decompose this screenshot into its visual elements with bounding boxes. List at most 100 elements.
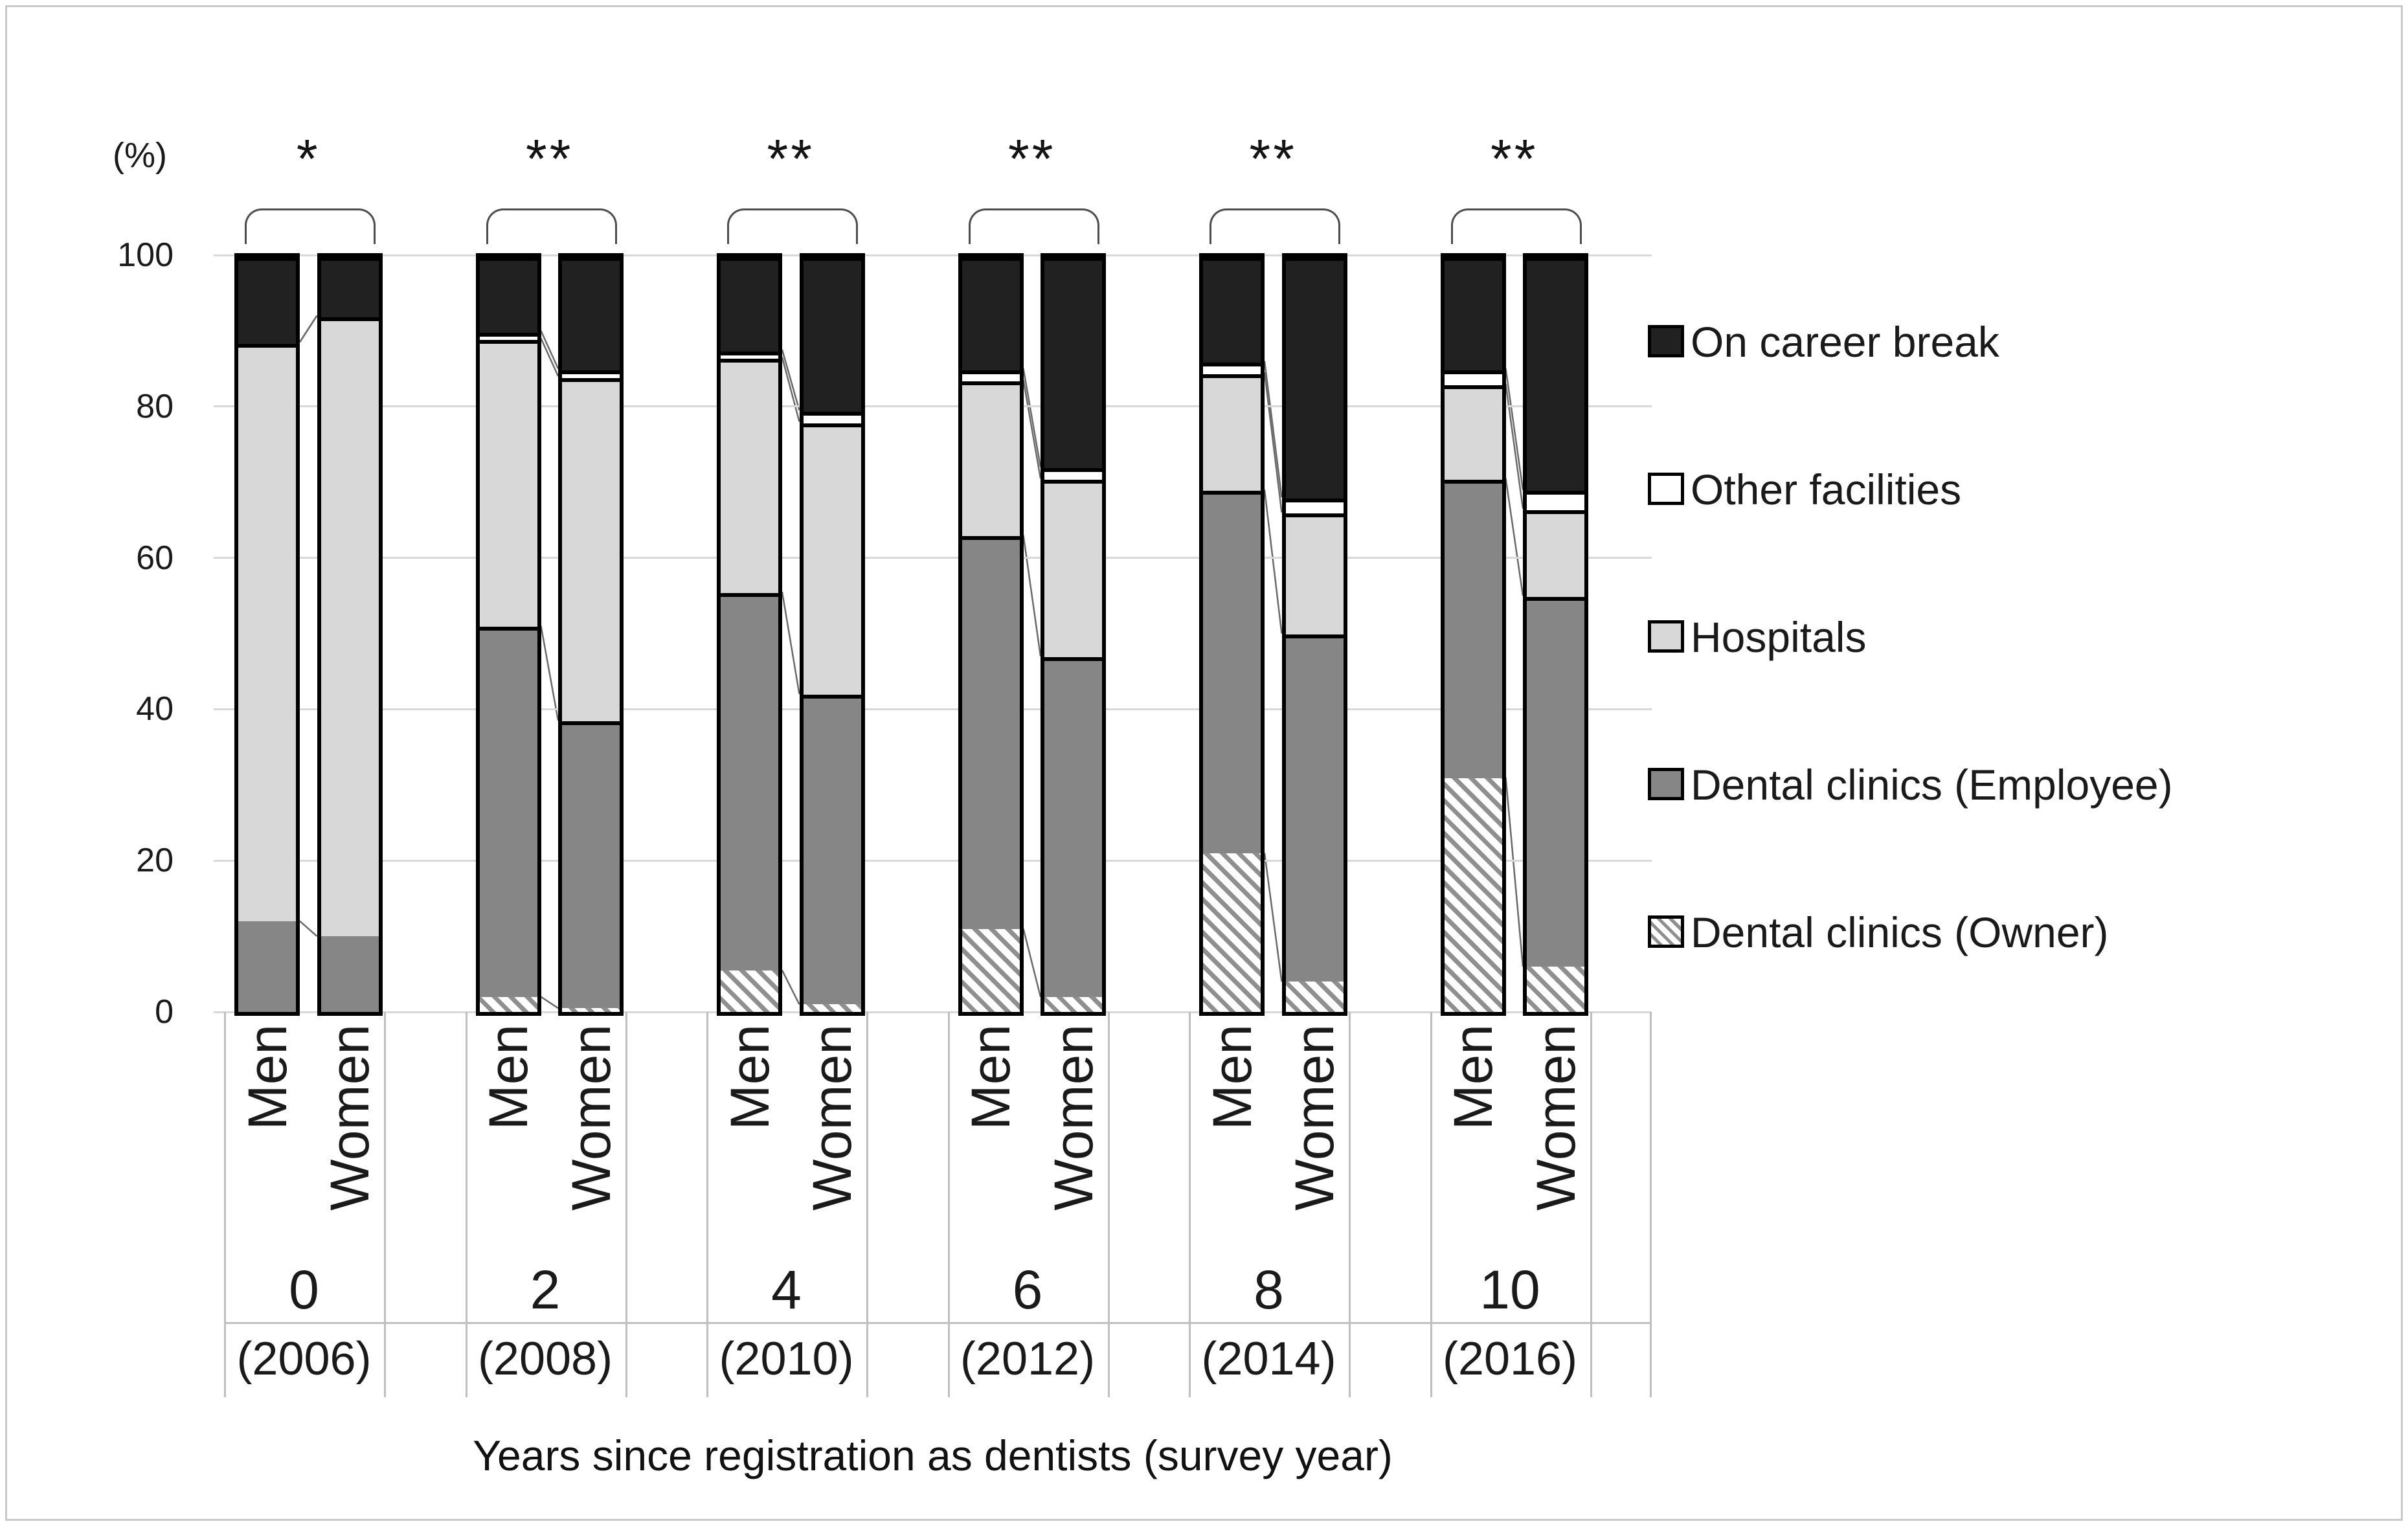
significance-marker: ** (1249, 128, 1297, 189)
series-connector-line (540, 330, 559, 369)
segment-employee-6yr-men (962, 536, 1020, 929)
bar-8yr-men (1199, 253, 1265, 1016)
series-connector-line (540, 996, 559, 1009)
bar-6yr-women (1041, 253, 1106, 1016)
segment-other-6yr-women (1044, 468, 1102, 480)
segment-hospitals-10yr-men (1444, 385, 1502, 480)
series-connector-line (781, 349, 800, 410)
segment-employee-0yr-women (321, 936, 379, 1012)
x-label-men-4yr: Men (719, 1024, 780, 1130)
legend-swatch-other_facilities (1648, 473, 1684, 505)
category-axis-cell-line (1189, 1012, 1191, 1397)
segment-employee-10yr-women (1527, 597, 1584, 967)
bar-0yr-women (317, 253, 383, 1016)
y-tick-label: 20 (136, 842, 174, 880)
bar-4yr-men (717, 253, 782, 1016)
category-axis-cell-line (465, 1012, 467, 1397)
segment-other-2yr-men (479, 333, 537, 340)
bar-10yr-men (1440, 253, 1506, 1016)
segment-other-6yr-men (962, 370, 1020, 381)
x-label-women-2yr: Women (560, 1024, 622, 1211)
gridline-y-20 (214, 859, 1652, 862)
x-label-men-2yr: Men (478, 1024, 539, 1130)
segment-employee-2yr-women (562, 721, 620, 1008)
significance-marker: ** (767, 128, 815, 189)
category-axis-cell-line (625, 1012, 627, 1397)
category-axis-cell-line (224, 1012, 226, 1397)
segment-other-10yr-men (1444, 370, 1502, 385)
legend-swatch-employee (1648, 768, 1684, 800)
series-connector-line (1263, 489, 1283, 634)
x-survey-year: (2012) (960, 1333, 1096, 1385)
bar-8yr-women (1281, 253, 1347, 1016)
x-label-men-0yr: Men (236, 1024, 298, 1130)
legend-label-career_break: On career break (1691, 318, 1999, 366)
x-survey-year: (2016) (1442, 1333, 1578, 1385)
series-connector-line (1263, 853, 1283, 982)
segment-owner-2yr-women (562, 1008, 620, 1012)
legend-label-owner: Dental clinics (Owner) (1691, 908, 2109, 956)
series-connector-line (781, 970, 800, 1005)
category-axis-cell-line (706, 1012, 708, 1397)
segment-employee-2yr-men (479, 627, 537, 997)
gridline-y-100 (214, 254, 1652, 256)
series-connector-line (1263, 361, 1283, 498)
segment-employee-10yr-men (1444, 480, 1502, 778)
x-axis-title: Years since registration as dentists (su… (473, 1431, 1393, 1479)
comparison-bracket (1450, 208, 1582, 244)
segment-hospitals-6yr-women (1044, 480, 1102, 657)
comparison-bracket (486, 208, 617, 244)
series-connector-line (540, 338, 559, 377)
legend-label-hospitals: Hospitals (1691, 613, 1867, 661)
segment-employee-8yr-women (1285, 634, 1344, 982)
series-connector-line (781, 591, 800, 695)
gridline-y-60 (214, 557, 1652, 559)
segment-hospitals-0yr-women (321, 317, 379, 936)
bar-10yr-women (1523, 253, 1588, 1016)
x-label-women-10yr: Women (1525, 1024, 1586, 1211)
segment-employee-4yr-women (803, 695, 861, 1004)
segment-hospitals-2yr-men (479, 340, 537, 627)
segment-other-2yr-women (562, 370, 620, 378)
bar-2yr-men (475, 253, 541, 1016)
segment-owner-4yr-women (803, 1004, 861, 1012)
y-axis-unit-label: (%) (113, 136, 167, 175)
x-survey-year: (2010) (719, 1333, 854, 1385)
segment-career_break-4yr-women (803, 257, 861, 412)
y-tick-label: 0 (155, 993, 174, 1031)
figure-border (5, 5, 2403, 1521)
segment-employee-8yr-men (1203, 491, 1261, 853)
x-group-number: 4 (771, 1259, 802, 1320)
x-group-number: 10 (1480, 1259, 1540, 1320)
segment-career_break-8yr-men (1203, 257, 1261, 363)
segment-owner-2yr-men (479, 997, 537, 1012)
x-group-number: 2 (530, 1259, 561, 1320)
segment-employee-4yr-men (721, 593, 778, 971)
legend-label-other_facilities: Other facilities (1691, 466, 1962, 513)
x-label-women-4yr: Women (802, 1024, 862, 1211)
x-group-number: 6 (1012, 1259, 1043, 1320)
series-connector-line (299, 920, 318, 937)
segment-hospitals-8yr-women (1285, 513, 1344, 634)
series-connector-line (540, 625, 559, 721)
significance-marker: ** (1491, 128, 1538, 189)
series-connector-line (1022, 368, 1042, 467)
segment-hospitals-0yr-men (238, 344, 296, 921)
category-axis-cell-line (1107, 1012, 1110, 1397)
x-group-number: 8 (1254, 1259, 1284, 1320)
segment-hospitals-4yr-men (721, 359, 778, 593)
x-label-men-6yr: Men (960, 1024, 1021, 1130)
x-survey-year: (2014) (1201, 1333, 1336, 1385)
significance-marker: ** (1008, 128, 1056, 189)
segment-other-8yr-men (1203, 363, 1261, 374)
category-axis-cell-line (1590, 1012, 1592, 1397)
segment-other-10yr-women (1527, 491, 1584, 510)
segment-hospitals-10yr-women (1527, 510, 1584, 597)
bar-6yr-men (958, 253, 1024, 1016)
segment-hospitals-4yr-women (803, 423, 861, 695)
segment-career_break-0yr-men (238, 257, 296, 344)
series-connector-line (1022, 535, 1042, 656)
segment-owner-4yr-men (721, 971, 778, 1012)
segment-owner-10yr-men (1444, 778, 1502, 1012)
